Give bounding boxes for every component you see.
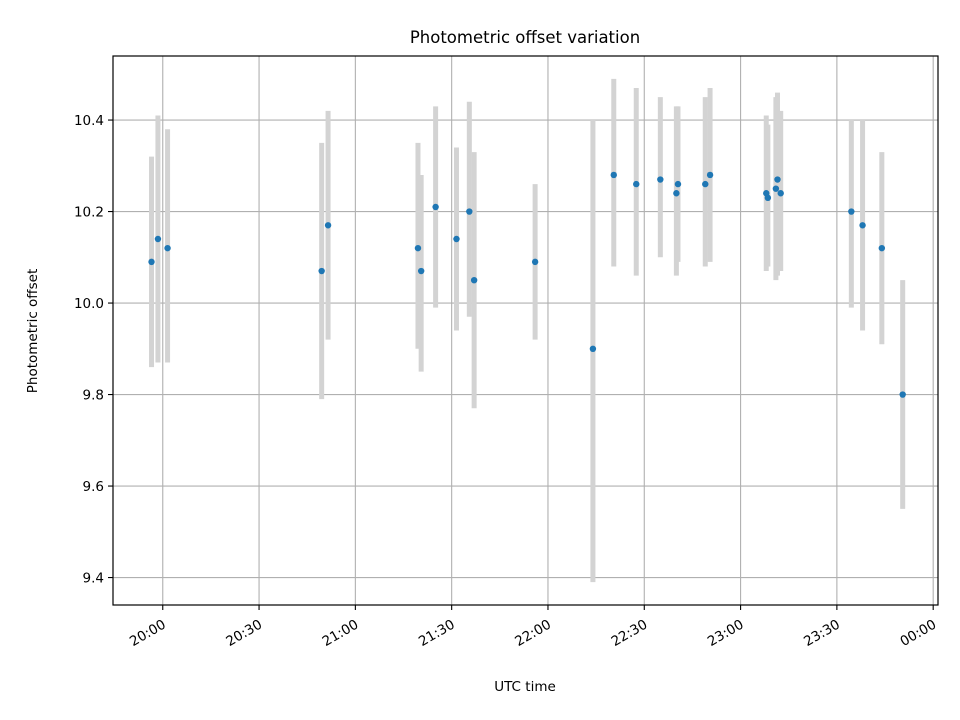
x-tick-label: 23:00 bbox=[705, 617, 747, 650]
x-axis-ticks: 20:00 20:30 21:00 21:30 22:00 22:30 23:00 23:30… bbox=[127, 605, 939, 650]
data-points bbox=[148, 171, 906, 398]
data-point bbox=[324, 222, 332, 229]
y-tick-label: 9.6 bbox=[83, 479, 104, 495]
data-point bbox=[706, 171, 714, 179]
data-point bbox=[674, 180, 682, 188]
y-tick-label: 10.2 bbox=[74, 205, 104, 221]
data-point bbox=[633, 180, 640, 188]
y-tick-label: 9.8 bbox=[83, 388, 104, 404]
data-point bbox=[772, 185, 780, 192]
x-tick-label: 22:30 bbox=[609, 617, 651, 650]
data-point bbox=[470, 276, 478, 284]
data-point bbox=[848, 208, 855, 215]
y-tick-label: 10.4 bbox=[74, 113, 104, 129]
data-point bbox=[417, 267, 425, 275]
x-tick-label: 20:00 bbox=[127, 617, 169, 650]
data-point bbox=[414, 244, 422, 252]
data-point bbox=[531, 258, 539, 266]
data-point bbox=[432, 203, 439, 211]
data-point bbox=[466, 208, 473, 215]
x-tick-label: 21:30 bbox=[416, 617, 458, 650]
y-tick-label: 9.4 bbox=[83, 571, 104, 587]
data-point bbox=[164, 244, 171, 252]
x-tick-label: 23:30 bbox=[801, 617, 843, 650]
x-tick-label: 21:00 bbox=[320, 617, 362, 650]
data-point bbox=[774, 176, 781, 183]
y-axis-label: Photometric offset bbox=[25, 269, 41, 393]
chart-title: Photometric offset variation bbox=[410, 28, 640, 47]
x-tick-label: 00:00 bbox=[897, 617, 939, 650]
y-tick-label: 10.0 bbox=[74, 296, 104, 312]
plot-frame bbox=[112, 55, 939, 606]
data-point bbox=[859, 222, 866, 229]
data-point bbox=[878, 244, 886, 252]
data-point bbox=[318, 267, 325, 275]
data-point bbox=[657, 176, 664, 183]
data-point bbox=[453, 235, 460, 243]
data-point bbox=[764, 194, 772, 202]
x-axis-label: UTC time bbox=[494, 679, 556, 695]
data-point bbox=[702, 180, 709, 188]
data-point bbox=[148, 258, 155, 266]
data-point bbox=[673, 190, 680, 197]
error-bars bbox=[149, 78, 906, 583]
y-axis-ticks: 9.4 9.6 9.8 10.0 10.2 10.4 bbox=[74, 113, 113, 587]
grid-lines bbox=[113, 56, 938, 605]
x-tick-label: 22:00 bbox=[512, 617, 554, 650]
x-tick-label: 20:30 bbox=[223, 617, 265, 650]
data-point bbox=[154, 235, 162, 243]
data-point bbox=[777, 190, 784, 197]
data-point bbox=[899, 391, 906, 398]
data-point bbox=[589, 345, 597, 352]
data-point bbox=[610, 171, 617, 179]
